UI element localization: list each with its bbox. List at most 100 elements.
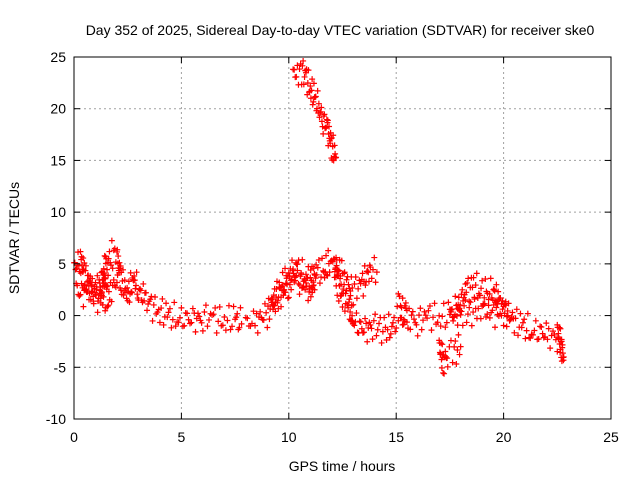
data-point xyxy=(100,293,107,300)
data-point xyxy=(352,318,359,325)
data-point xyxy=(293,73,300,80)
data-point xyxy=(292,277,299,284)
data-point xyxy=(557,349,564,356)
data-point xyxy=(171,299,178,306)
data-point xyxy=(90,300,97,307)
data-point xyxy=(309,76,316,83)
data-point xyxy=(142,289,149,296)
data-point xyxy=(392,328,399,335)
data-point xyxy=(557,325,564,332)
data-point xyxy=(117,287,124,294)
data-point xyxy=(114,246,121,253)
data-point xyxy=(400,316,407,323)
data-point xyxy=(108,237,115,244)
data-point xyxy=(93,286,100,293)
data-point xyxy=(352,274,359,281)
data-point xyxy=(78,280,85,287)
data-point xyxy=(387,330,394,337)
data-point xyxy=(327,140,334,147)
data-point xyxy=(266,316,273,323)
data-point xyxy=(302,286,309,293)
data-point xyxy=(305,263,312,270)
data-point xyxy=(302,271,309,278)
data-point xyxy=(425,307,432,314)
data-point xyxy=(216,303,223,310)
data-point xyxy=(296,282,303,289)
data-point xyxy=(462,296,469,303)
data-point xyxy=(469,284,476,291)
data-point xyxy=(550,328,557,335)
data-point xyxy=(140,280,147,287)
data-point xyxy=(501,310,508,317)
data-point xyxy=(372,311,379,318)
data-point xyxy=(102,307,109,314)
data-point xyxy=(310,80,317,87)
data-point xyxy=(149,317,156,324)
data-point xyxy=(362,282,369,289)
data-point xyxy=(365,269,372,276)
data-point xyxy=(260,317,267,324)
data-point xyxy=(288,286,295,293)
data-point xyxy=(350,301,357,308)
data-point xyxy=(430,314,437,321)
data-point xyxy=(196,313,203,320)
data-point xyxy=(463,319,470,326)
data-point xyxy=(345,281,352,288)
data-point xyxy=(403,307,410,314)
data-point xyxy=(476,292,483,299)
data-point xyxy=(359,270,366,277)
data-point xyxy=(401,302,408,309)
grid-lines xyxy=(74,57,611,419)
data-point xyxy=(545,325,552,332)
data-point xyxy=(299,62,306,69)
data-point xyxy=(434,319,441,326)
y-tick-label: 25 xyxy=(50,49,66,65)
data-point xyxy=(486,314,493,321)
data-point xyxy=(314,264,321,271)
data-point xyxy=(383,336,390,343)
data-point xyxy=(310,282,317,289)
data-point xyxy=(394,303,401,310)
data-point xyxy=(441,370,448,377)
data-point xyxy=(365,278,372,285)
data-point xyxy=(335,268,342,275)
data-point xyxy=(304,79,311,86)
data-point xyxy=(393,325,400,332)
data-point xyxy=(296,291,303,298)
data-point xyxy=(201,309,208,316)
data-point xyxy=(473,270,480,277)
data-point xyxy=(452,338,459,345)
data-point xyxy=(185,316,192,323)
data-point xyxy=(323,271,330,278)
data-point xyxy=(317,109,324,116)
data-point xyxy=(282,265,289,272)
data-point xyxy=(513,306,520,313)
data-point xyxy=(481,300,488,307)
data-point xyxy=(466,298,473,305)
data-point xyxy=(237,304,244,311)
data-point xyxy=(333,262,340,269)
data-point xyxy=(273,286,280,293)
data-point xyxy=(353,295,360,302)
data-point xyxy=(77,248,84,255)
data-point xyxy=(278,303,285,310)
data-point xyxy=(263,309,270,316)
data-point xyxy=(363,320,370,327)
data-point xyxy=(360,329,367,336)
data-point xyxy=(475,305,482,312)
data-point xyxy=(301,73,308,80)
data-point xyxy=(282,289,289,296)
data-point xyxy=(479,277,486,284)
data-point xyxy=(543,320,550,327)
data-point xyxy=(439,341,446,348)
data-point xyxy=(230,303,237,310)
data-point xyxy=(399,295,406,302)
data-point xyxy=(234,310,241,317)
data-point xyxy=(291,272,298,279)
data-point xyxy=(454,347,461,354)
data-point xyxy=(104,266,111,273)
data-point xyxy=(165,309,172,316)
data-point xyxy=(105,255,112,262)
data-point xyxy=(370,317,377,324)
data-point xyxy=(535,336,542,343)
